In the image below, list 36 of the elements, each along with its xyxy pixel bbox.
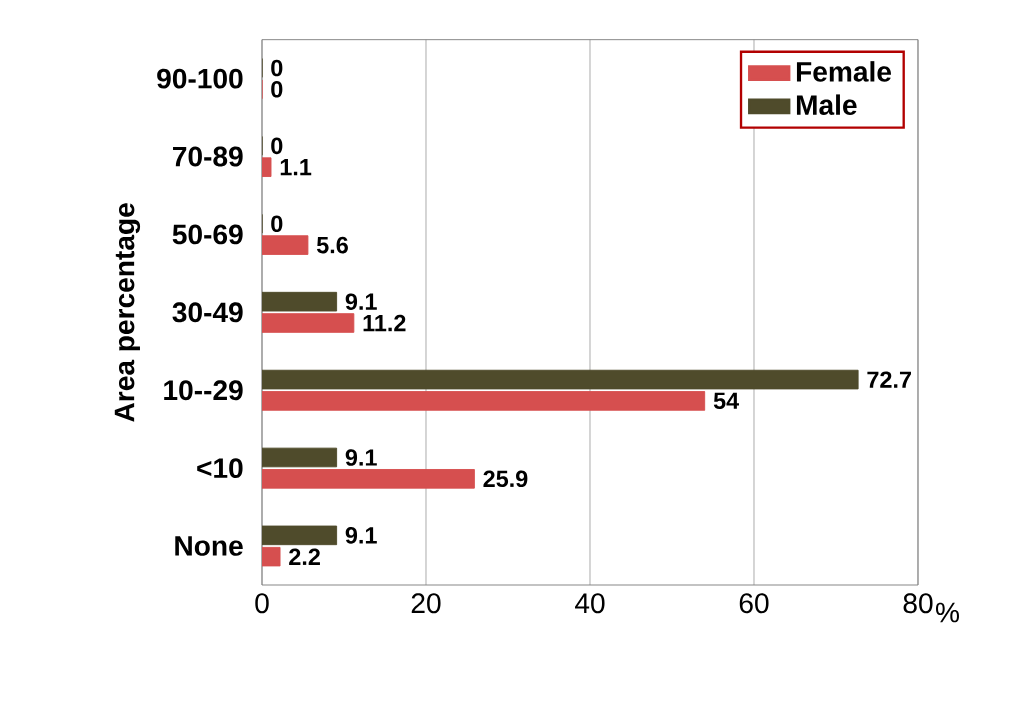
data-label: 5.6 bbox=[316, 236, 348, 254]
data-label: 0 bbox=[271, 215, 283, 233]
x-tick-label: 40 bbox=[575, 593, 605, 614]
data-label: 0 bbox=[271, 137, 283, 155]
bar bbox=[262, 469, 475, 489]
bar bbox=[262, 313, 355, 333]
y-tick-label: 90-100 bbox=[157, 68, 243, 89]
y-axis-title: Area percentage bbox=[114, 203, 141, 422]
bar bbox=[262, 235, 309, 255]
bar bbox=[262, 391, 706, 411]
y-tick-label: 50-69 bbox=[172, 224, 243, 245]
data-label: 9.1 bbox=[345, 449, 377, 466]
y-tick-label: 10--29 bbox=[164, 380, 243, 401]
x-tick-label: 0 bbox=[255, 593, 269, 614]
x-tick-label: 60 bbox=[739, 593, 769, 614]
data-label: 0 bbox=[271, 81, 283, 98]
data-label: 25.9 bbox=[483, 470, 528, 488]
x-axis-title: % bbox=[936, 602, 959, 623]
data-label: 72.7 bbox=[867, 371, 911, 388]
x-tick-label: 80 bbox=[903, 593, 933, 614]
data-label: 9.1 bbox=[345, 293, 377, 310]
x-tick-label: 20 bbox=[411, 593, 441, 614]
y-tick-label: 30-49 bbox=[172, 302, 243, 323]
data-label: 0 bbox=[271, 59, 283, 77]
data-label: 2.2 bbox=[289, 548, 320, 565]
data-label: 54 bbox=[713, 392, 739, 410]
data-label: 1.1 bbox=[280, 159, 312, 176]
data-label: 11.2 bbox=[363, 314, 406, 332]
y-tick-label: <10 bbox=[197, 458, 243, 479]
bar bbox=[262, 546, 281, 567]
y-tick-label: None bbox=[175, 536, 243, 556]
legend-label: Male bbox=[796, 94, 857, 116]
bar bbox=[262, 157, 272, 177]
data-label: 9.1 bbox=[345, 527, 377, 544]
legend-label: Female bbox=[796, 61, 891, 82]
y-tick-label: 70-89 bbox=[173, 146, 243, 167]
